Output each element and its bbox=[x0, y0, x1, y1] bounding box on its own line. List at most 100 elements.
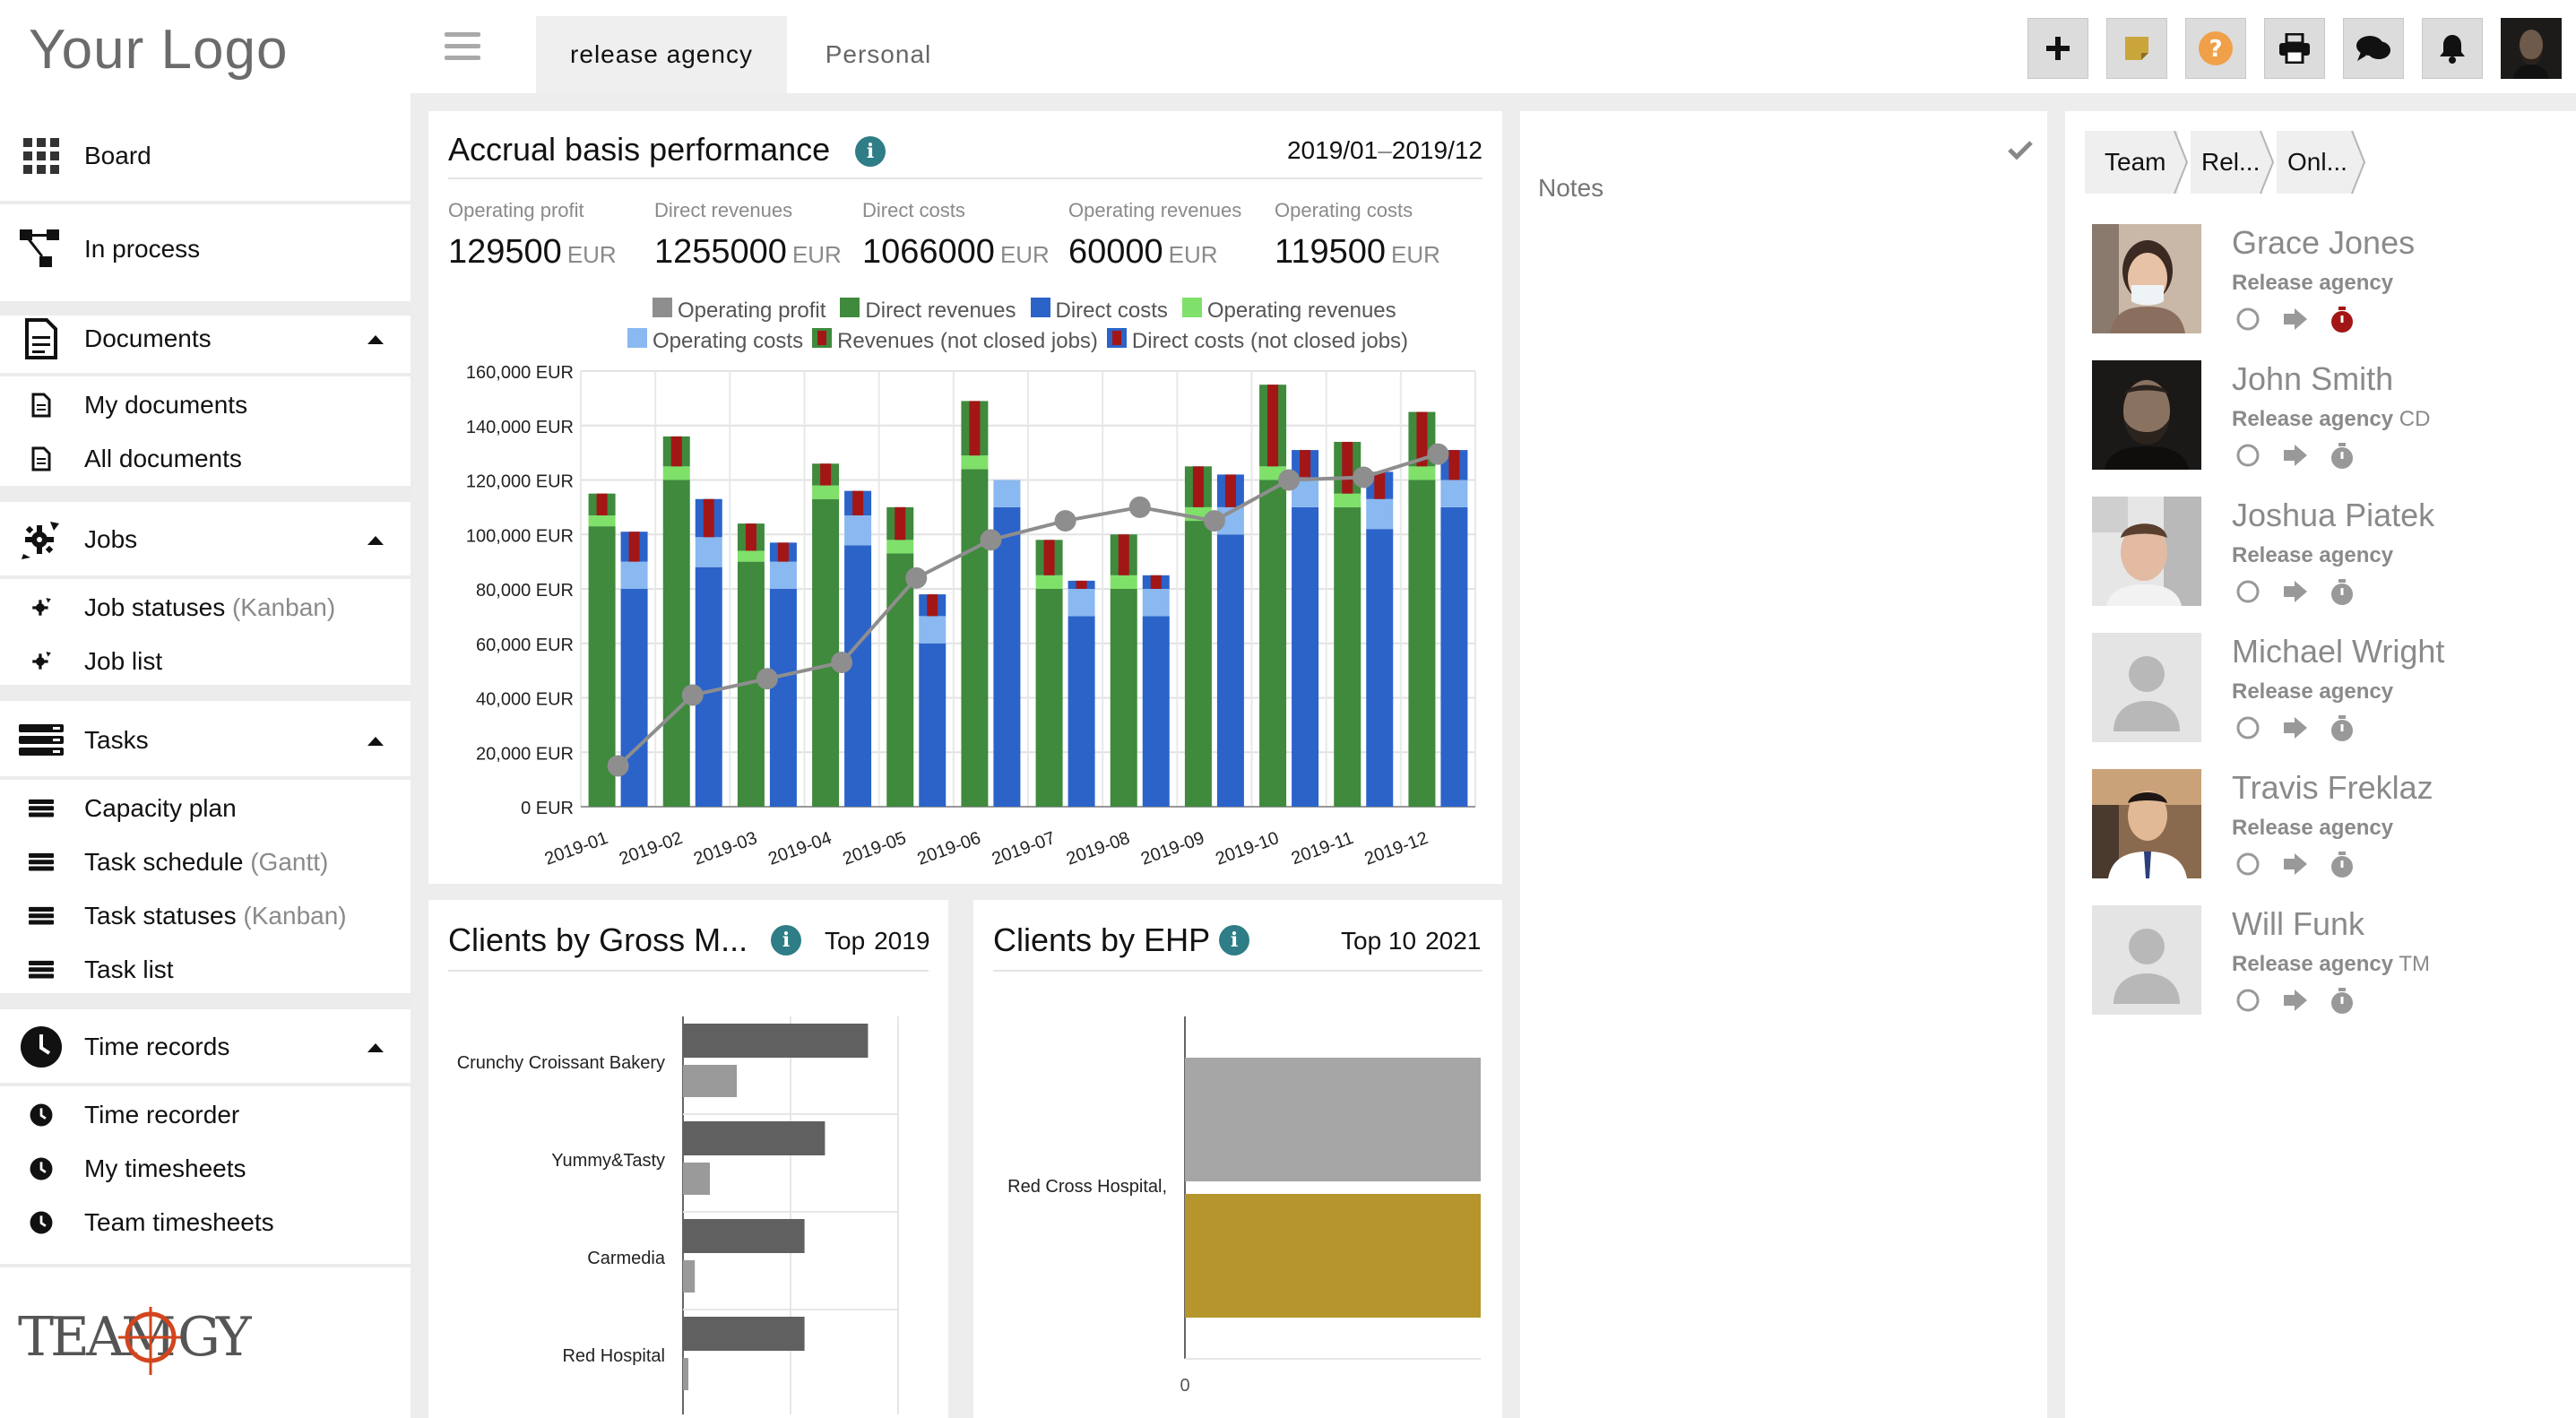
sign-in-icon[interactable] bbox=[2282, 443, 2309, 468]
info-icon[interactable]: i bbox=[855, 136, 886, 167]
bar-direct-costs bbox=[919, 643, 947, 807]
stopwatch-icon[interactable] bbox=[2330, 988, 2354, 1015]
avatar[interactable] bbox=[2092, 360, 2201, 470]
legend-item[interactable]: Direct costs bbox=[1030, 298, 1168, 324]
legend-item[interactable]: Operating revenues bbox=[1181, 298, 1396, 324]
notifications-button[interactable] bbox=[2422, 18, 2483, 79]
period-selector[interactable]: 2019/01 – 2019/12 bbox=[1287, 136, 1482, 165]
bar-direct-costs bbox=[1292, 506, 1319, 807]
help-button[interactable]: ? bbox=[2185, 18, 2246, 79]
team-member[interactable]: Grace Jones Release agency bbox=[2092, 224, 2540, 350]
bar-revenues-not-closed bbox=[1043, 540, 1055, 575]
sidebar-section-tasks[interactable]: Tasks bbox=[0, 712, 411, 769]
avatar[interactable] bbox=[2092, 497, 2201, 606]
top-selector[interactable]: Top 2019 bbox=[825, 927, 929, 955]
stopwatch-icon[interactable] bbox=[2330, 579, 2354, 606]
x-tick-label: 2019-06 bbox=[915, 828, 984, 869]
team-member[interactable]: Joshua Piatek Release agency bbox=[2092, 497, 2540, 622]
member-name[interactable]: Joshua Piatek bbox=[2232, 497, 2435, 533]
tab-personal[interactable]: Personal bbox=[825, 40, 932, 68]
tab-release-agency[interactable]: release agency bbox=[536, 16, 787, 93]
sign-in-icon[interactable] bbox=[2282, 988, 2309, 1013]
member-name[interactable]: Travis Freklaz bbox=[2232, 769, 2433, 806]
sidebar-item-my-timesheets[interactable]: My timesheets bbox=[0, 1142, 411, 1196]
chart-legend-row2: Operating costs Revenues (not closed job… bbox=[627, 328, 1408, 354]
sidebar-item-task-list[interactable]: Task list bbox=[0, 943, 411, 997]
collapse-caret-icon[interactable] bbox=[367, 335, 384, 344]
collapse-caret-icon[interactable] bbox=[367, 737, 384, 746]
avatar[interactable] bbox=[2092, 905, 2201, 1015]
notes-input[interactable] bbox=[1538, 174, 2004, 1393]
sidebar-item-task-schedule[interactable]: Task schedule (Gantt) bbox=[0, 835, 411, 889]
sidebar-item-time-recorder[interactable]: Time recorder bbox=[0, 1088, 411, 1142]
status-circle-icon[interactable] bbox=[2235, 988, 2260, 1013]
divider bbox=[0, 373, 411, 376]
user-avatar[interactable] bbox=[2501, 18, 2562, 79]
breadcrumb-agency[interactable]: Rel... bbox=[2191, 131, 2262, 194]
notes-button[interactable] bbox=[2106, 18, 2167, 79]
stopwatch-icon[interactable] bbox=[2330, 715, 2354, 742]
legend-item[interactable]: Operating profit bbox=[653, 298, 826, 324]
x-tick-label: 2019-07 bbox=[990, 828, 1059, 869]
stopwatch-icon[interactable] bbox=[2330, 443, 2354, 470]
sidebar-section-jobs[interactable]: Jobs bbox=[0, 511, 411, 568]
info-icon[interactable]: i bbox=[771, 925, 801, 955]
collapse-caret-icon[interactable] bbox=[367, 1043, 384, 1052]
top-selector[interactable]: Top 10 2021 bbox=[1341, 927, 1481, 955]
member-name[interactable]: Will Funk bbox=[2232, 905, 2365, 942]
sidebar-item-my-documents[interactable]: My documents bbox=[0, 378, 411, 432]
ehp-chart: Red Cross Hospital, 0 bbox=[1007, 1016, 1481, 1396]
sign-in-icon[interactable] bbox=[2282, 852, 2309, 877]
sign-in-icon[interactable] bbox=[2282, 307, 2309, 332]
stopwatch-icon[interactable] bbox=[2330, 307, 2354, 333]
chat-button[interactable] bbox=[2343, 18, 2404, 79]
y-tick-label: 160,000 EUR bbox=[466, 363, 574, 383]
team-member[interactable]: Travis Freklaz Release agency bbox=[2092, 769, 2540, 895]
add-button[interactable] bbox=[2027, 18, 2088, 79]
team-member[interactable]: John Smith Release agency CD bbox=[2092, 360, 2540, 486]
sidebar-item-in-process[interactable]: In process bbox=[0, 220, 411, 278]
member-org: Release agency bbox=[2232, 543, 2394, 567]
status-circle-icon[interactable] bbox=[2235, 307, 2260, 332]
sidebar-item-capacity-plan[interactable]: Capacity plan bbox=[0, 782, 411, 835]
status-circle-icon[interactable] bbox=[2235, 715, 2260, 740]
legend-item[interactable]: Direct revenues bbox=[840, 298, 1016, 324]
sidebar-item-job-statuses[interactable]: Job statuses (Kanban) bbox=[0, 581, 411, 635]
legend-item[interactable]: Revenues (not closed jobs) bbox=[812, 328, 1098, 354]
status-circle-icon[interactable] bbox=[2235, 443, 2260, 468]
checkmark-icon[interactable] bbox=[2008, 140, 2033, 160]
bar bbox=[683, 1121, 826, 1155]
member-name[interactable]: John Smith bbox=[2232, 360, 2394, 397]
bar-direct-costs bbox=[1216, 534, 1244, 807]
member-name[interactable]: Michael Wright bbox=[2232, 633, 2445, 670]
bar-direct-costs bbox=[769, 589, 797, 807]
category-label: Crunchy Croissant Bakery bbox=[457, 1053, 665, 1073]
info-icon[interactable]: i bbox=[1219, 925, 1249, 955]
sidebar-item-job-list[interactable]: Job list bbox=[0, 635, 411, 688]
member-name[interactable]: Grace Jones bbox=[2232, 224, 2416, 261]
stopwatch-icon[interactable] bbox=[2330, 852, 2354, 878]
collapse-caret-icon[interactable] bbox=[367, 536, 384, 545]
sidebar-section-time-records[interactable]: Time records bbox=[0, 1018, 411, 1076]
sidebar-item-team-timesheets[interactable]: Team timesheets bbox=[0, 1196, 411, 1249]
hamburger-menu-icon[interactable] bbox=[445, 32, 480, 61]
print-button[interactable] bbox=[2264, 18, 2325, 79]
status-circle-icon[interactable] bbox=[2235, 852, 2260, 877]
x-tick-label: 2019-12 bbox=[1362, 828, 1431, 869]
breadcrumb-online[interactable]: Onl... bbox=[2277, 131, 2354, 194]
legend-item[interactable]: Direct costs (not closed jobs) bbox=[1106, 328, 1408, 354]
avatar[interactable] bbox=[2092, 633, 2201, 742]
team-member[interactable]: Michael Wright Release agency bbox=[2092, 633, 2540, 758]
sidebar-item-board[interactable]: Board bbox=[0, 127, 411, 185]
breadcrumb-team[interactable]: Team bbox=[2085, 131, 2178, 194]
legend-item[interactable]: Operating costs bbox=[627, 328, 803, 354]
status-circle-icon[interactable] bbox=[2235, 579, 2260, 604]
avatar[interactable] bbox=[2092, 769, 2201, 878]
avatar[interactable] bbox=[2092, 224, 2201, 333]
sidebar-item-task-statuses[interactable]: Task statuses (Kanban) bbox=[0, 889, 411, 943]
sidebar-item-all-documents[interactable]: All documents bbox=[0, 432, 411, 486]
sign-in-icon[interactable] bbox=[2282, 579, 2309, 604]
sidebar-section-documents[interactable]: Documents bbox=[0, 310, 411, 367]
team-member[interactable]: Will Funk Release agency TM bbox=[2092, 905, 2540, 1031]
sign-in-icon[interactable] bbox=[2282, 715, 2309, 740]
